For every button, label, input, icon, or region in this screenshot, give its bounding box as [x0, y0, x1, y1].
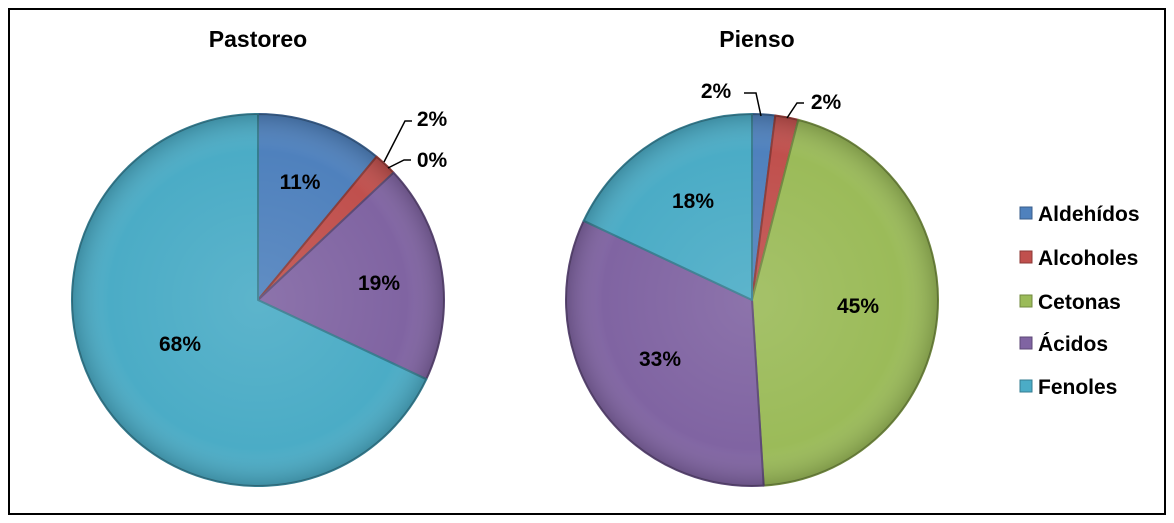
pienso-label-fenoles: 18%	[672, 190, 714, 213]
pastoreo-leader-cetonas	[387, 159, 411, 169]
pastoreo-label-aldehidos: 11%	[280, 171, 321, 194]
legend-swatch-cetonas	[1019, 294, 1033, 308]
legend: Aldehídos Alcoholes Cetonas Ácidos Fenol…	[1019, 203, 1140, 399]
legend-label-alcoholes: Alcoholes	[1038, 247, 1138, 270]
pienso-label-aldehidos: 2%	[701, 80, 732, 103]
legend-swatch-alcoholes	[1019, 250, 1033, 264]
pienso-leader-aldehidos	[744, 92, 762, 117]
pastoreo-leader-alcoholes	[383, 120, 412, 163]
pienso-title: Pienso	[719, 26, 794, 52]
legend-label-aldehidos: Aldehídos	[1038, 203, 1140, 226]
chart-frame	[8, 8, 1166, 515]
pienso-label-cetonas: 45%	[837, 295, 879, 318]
pienso-label-acidos: 33%	[639, 348, 681, 371]
legend-label-acidos: Ácidos	[1038, 333, 1108, 356]
pienso-pie	[565, 113, 940, 487]
pienso-leader-alcoholes	[786, 102, 804, 119]
pastoreo-label-alcoholes: 2%	[417, 108, 448, 131]
pastoreo-label-acidos: 19%	[358, 272, 400, 295]
legend-label-fenoles: Fenoles	[1038, 376, 1117, 399]
legend-swatch-fenoles	[1019, 379, 1033, 393]
pienso-label-alcoholes: 2%	[811, 91, 842, 114]
legend-swatch-aldehidos	[1019, 206, 1033, 220]
pastoreo-pie	[71, 113, 445, 487]
pastoreo-title: Pastoreo	[209, 26, 307, 52]
pastoreo-label-cetonas: 0%	[417, 149, 448, 172]
legend-swatch-acidos	[1019, 336, 1033, 350]
legend-label-cetonas: Cetonas	[1038, 291, 1121, 314]
pastoreo-label-fenoles: 68%	[159, 333, 201, 356]
